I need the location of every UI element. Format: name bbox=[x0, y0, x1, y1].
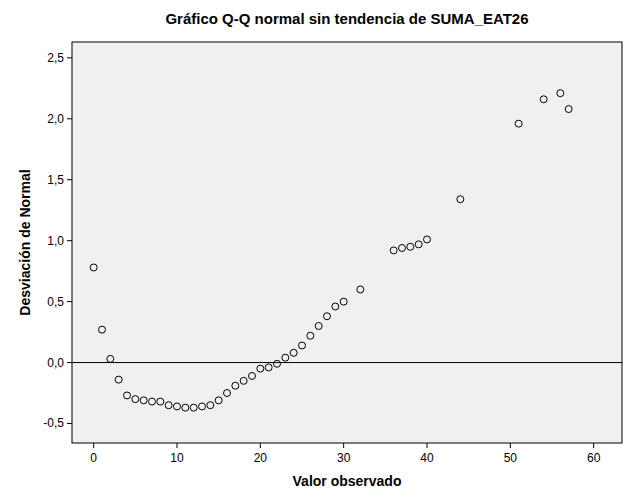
point bbox=[299, 342, 306, 349]
point bbox=[115, 376, 122, 383]
point bbox=[165, 402, 172, 409]
point bbox=[99, 326, 106, 333]
y-tick-label: 2,0 bbox=[47, 112, 64, 126]
point bbox=[565, 106, 572, 113]
point bbox=[357, 286, 364, 293]
x-tick bbox=[593, 443, 594, 448]
point bbox=[140, 397, 147, 404]
point bbox=[390, 247, 397, 254]
x-tick bbox=[343, 443, 344, 448]
point bbox=[240, 377, 247, 384]
x-tick bbox=[427, 443, 428, 448]
y-axis-label: Desviación de Normal bbox=[17, 169, 33, 315]
point bbox=[324, 313, 331, 320]
title: Gráfico Q-Q normal sin tendencia de SUMA… bbox=[165, 10, 528, 27]
point bbox=[124, 392, 131, 399]
x-tick bbox=[260, 443, 261, 448]
reference-line bbox=[72, 362, 622, 363]
x-tick-label: 20 bbox=[254, 451, 268, 465]
point bbox=[90, 264, 97, 271]
point bbox=[457, 196, 464, 203]
plot-area bbox=[72, 90, 622, 411]
point bbox=[307, 332, 314, 339]
x-tick-label: 60 bbox=[587, 451, 601, 465]
point bbox=[107, 355, 114, 362]
x-tick-label: 10 bbox=[170, 451, 184, 465]
point bbox=[224, 390, 231, 397]
plot-background bbox=[72, 42, 622, 443]
point bbox=[415, 241, 422, 248]
y-tick-label: 2,5 bbox=[47, 51, 64, 65]
point bbox=[215, 397, 222, 404]
point bbox=[274, 360, 281, 367]
y-tick bbox=[67, 423, 72, 424]
y-tick bbox=[67, 179, 72, 180]
y-tick bbox=[67, 118, 72, 119]
point bbox=[190, 404, 197, 411]
x-axis-label: Valor observado bbox=[293, 473, 402, 489]
x-tick-label: 30 bbox=[337, 451, 351, 465]
plot-frame bbox=[72, 42, 622, 443]
point bbox=[174, 403, 181, 410]
y-tick bbox=[67, 301, 72, 302]
point bbox=[249, 372, 256, 379]
point bbox=[332, 303, 339, 310]
point bbox=[149, 398, 156, 405]
x-tick bbox=[510, 443, 511, 448]
y-tick-label: 1,5 bbox=[47, 173, 64, 187]
point bbox=[515, 120, 522, 127]
point bbox=[132, 396, 139, 403]
x-tick-label: 0 bbox=[90, 451, 97, 465]
y-tick-label: 1,0 bbox=[47, 234, 64, 248]
point bbox=[182, 404, 189, 411]
point bbox=[540, 96, 547, 103]
x-tick bbox=[177, 443, 178, 448]
point bbox=[407, 243, 414, 250]
point bbox=[257, 365, 264, 372]
point bbox=[199, 403, 206, 410]
x-tick bbox=[93, 443, 94, 448]
point bbox=[399, 244, 406, 251]
chart: Gráfico Q-Q normal sin tendencia de SUMA… bbox=[0, 0, 629, 504]
point bbox=[265, 364, 272, 371]
y-tick bbox=[67, 240, 72, 241]
y-tick bbox=[67, 362, 72, 363]
y-tick-label: -0,5 bbox=[43, 416, 64, 430]
y-tick-label: 0,5 bbox=[47, 295, 64, 309]
point bbox=[282, 354, 289, 361]
point bbox=[157, 398, 164, 405]
point bbox=[340, 298, 347, 305]
point bbox=[207, 402, 214, 409]
y-tick bbox=[67, 57, 72, 58]
x-tick-label: 50 bbox=[504, 451, 518, 465]
point bbox=[290, 349, 297, 356]
point bbox=[232, 382, 239, 389]
x-tick-label: 40 bbox=[420, 451, 434, 465]
point bbox=[557, 90, 564, 97]
point bbox=[424, 236, 431, 243]
point bbox=[315, 322, 322, 329]
y-tick-label: 0,0 bbox=[47, 356, 64, 370]
